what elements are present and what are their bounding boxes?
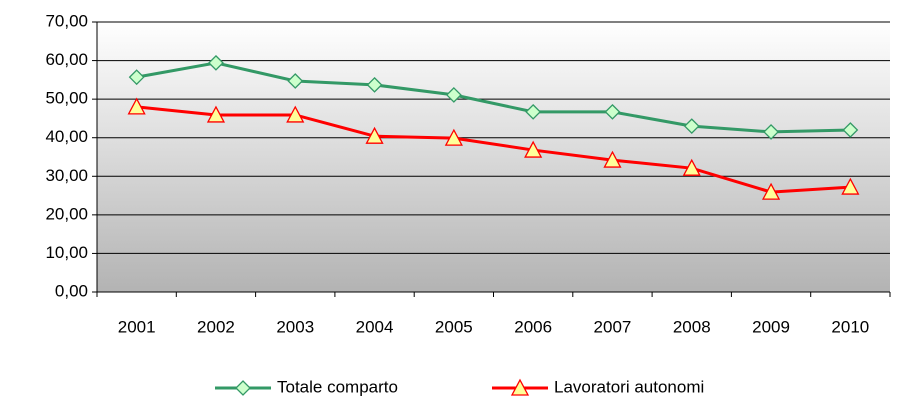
marker: [127, 97, 146, 115]
series-line: [136, 61, 851, 134]
marker: [842, 122, 859, 138]
y-tick-label: 10,00: [45, 243, 88, 262]
marker: [683, 118, 700, 135]
x-tick-label: 2010: [831, 317, 869, 336]
y-tick-label: 40,00: [45, 127, 88, 146]
x-tick-label: 2006: [514, 317, 552, 336]
x-tick-label: 2002: [197, 317, 235, 336]
legend-label: Totale comparto: [277, 377, 398, 396]
y-tick-label: 30,00: [45, 166, 88, 185]
series-line: [136, 105, 851, 194]
y-tick-label: 70,00: [45, 11, 88, 30]
x-tick-label: 2009: [752, 317, 790, 336]
y-tick-label: 60,00: [45, 50, 88, 69]
marker: [761, 182, 781, 200]
x-tick-label: 2007: [594, 317, 632, 336]
marker: [286, 105, 305, 123]
x-tick-label: 2001: [118, 317, 156, 336]
legend-marker: [510, 378, 530, 396]
marker: [525, 103, 542, 120]
marker: [604, 103, 621, 120]
marker: [603, 150, 622, 168]
marker: [444, 128, 463, 146]
marker: [445, 86, 462, 103]
y-tick-label: 50,00: [45, 89, 88, 108]
y-tick-label: 20,00: [45, 204, 88, 223]
marker: [763, 124, 779, 140]
marker: [208, 54, 224, 71]
x-tick-label: 2005: [435, 317, 473, 336]
legend-label: Lavoratori autonomi: [554, 377, 704, 396]
x-tick-label: 2003: [276, 317, 314, 336]
marker: [128, 69, 145, 86]
legend-marker: [235, 380, 251, 396]
marker: [841, 177, 860, 195]
marker: [366, 76, 383, 93]
y-tick-label: 0,00: [55, 281, 88, 300]
marker: [206, 105, 226, 123]
marker: [682, 158, 701, 176]
x-tick-label: 2008: [673, 317, 711, 336]
marker: [365, 126, 384, 144]
marker: [287, 73, 304, 89]
x-tick-label: 2004: [356, 317, 394, 336]
marker: [524, 140, 543, 158]
